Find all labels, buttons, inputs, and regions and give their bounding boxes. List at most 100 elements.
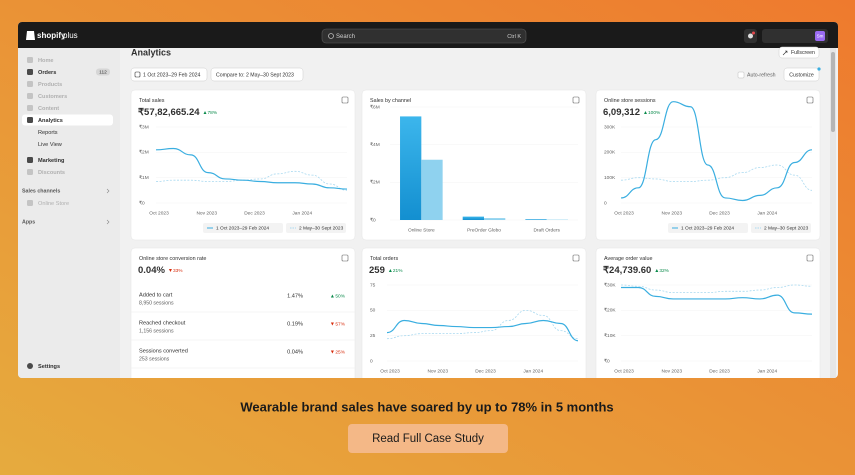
card-icon [341,254,349,262]
legend-label: 1 Oct 2023–29 Feb 2024 [216,226,269,232]
row-sessions: 8,950 sessions [139,300,174,306]
settings-icon [27,363,33,369]
y-tick-label: ₹2M [139,150,149,156]
y-tick-label: ₹3M [139,124,149,130]
trend-icon [168,269,172,272]
card [595,247,821,378]
nav-icon [27,157,33,163]
logo-icon [26,31,35,40]
compare-range: Compare to: 2 May–30 Sept 2023 [216,72,294,78]
search-shortcut: Ctrl K [507,34,521,40]
y-tick-label: ₹2M [370,180,380,186]
x-tick-label: Dec 2023 [709,368,730,374]
card-title: Total orders [370,256,398,262]
nav-icon [27,169,33,175]
nav-icon [27,57,33,63]
customize-dot [817,67,821,71]
card [130,247,356,378]
customize-label: Customize [789,72,814,78]
nav-section: Sales channels [22,188,60,194]
card-value: 259 [369,265,385,276]
x-tick-label: Jan 2024 [757,368,777,374]
card [361,247,587,378]
row-change: 50% [335,293,345,299]
x-tick-label: Oct 2023 [614,210,634,216]
x-tick-label: Jan 2024 [292,210,312,216]
y-tick-label: 100K [604,175,616,181]
card-change: 21% [393,268,403,274]
x-tick-label: Online Store [408,227,435,233]
compare-button[interactable] [210,67,304,82]
card-icon [572,96,580,104]
trend-icon [330,322,334,326]
nav-badge [96,68,110,76]
nav-active [22,114,113,126]
series-line [386,319,579,342]
avatar-initials: Sm [817,34,824,39]
legend-item [203,223,283,233]
headline: Wearable brand sales have soared by up t… [240,399,613,414]
nav-icon [27,69,33,75]
nav-item: Live View [38,142,63,148]
row-rate: 0.04% [287,349,303,355]
series-line [620,284,813,294]
bar [525,219,547,220]
nav-item: Online Store [38,201,69,207]
row-sessions: 253 sessions [139,356,170,362]
row-rate: 0.19% [287,321,303,327]
row-label: Added to cart [139,292,173,298]
row-label: Sessions converted [139,348,188,354]
search-placeholder: Search [336,34,355,40]
date-button[interactable] [130,67,208,82]
y-tick-label: 50 [370,308,376,314]
nav-item: Discounts [38,170,65,176]
y-tick-label: ₹30K [604,282,616,288]
card-change: 32% [659,268,669,274]
legend-item [668,223,748,233]
y-tick-label: ₹0 [370,217,376,223]
card-value: ₹24,739.60 [603,265,651,276]
search-box[interactable] [321,28,527,44]
legend-label: 1 Oct 2023–29 Feb 2024 [681,226,734,232]
series-line [155,147,348,190]
card-change: 78% [208,110,218,116]
trend-icon [203,111,207,114]
nav-icon [27,200,33,206]
nav-icon [27,117,33,123]
expand-icon [782,50,788,56]
cta-button[interactable] [348,424,508,453]
legend-label: 2 May–30 Sept 2023 [299,226,344,232]
scrollbar-thumb[interactable] [831,52,835,132]
x-tick-label: Oct 2023 [149,210,169,216]
nav-settings: Settings [38,364,60,370]
fullscreen-button[interactable] [778,46,820,59]
auto-refresh-checkbox[interactable] [737,71,745,79]
nav-icon [27,93,33,99]
row-label: Reached checkout [139,320,186,326]
chevron [106,188,110,194]
avatar [815,31,825,41]
series-line [620,286,813,315]
x-tick-label: Draft Orders [533,227,560,233]
card-value: 6,09,312 [603,107,640,118]
x-tick-label: Dec 2023 [709,210,730,216]
y-tick-label: 0 [604,200,607,206]
nav-item: Content [38,106,59,112]
row-change: 25% [335,349,345,355]
trend-icon [330,350,334,354]
trend-icon [643,111,647,114]
nav-item: Products [38,82,62,88]
account[interactable] [762,29,828,43]
customize-button[interactable] [783,67,820,82]
bar [484,218,506,220]
nav-item: Marketing [38,158,65,164]
x-tick-label: Jan 2024 [523,368,543,374]
card-icon [806,96,814,104]
y-tick-label: 0 [370,358,373,364]
trend-icon [388,269,392,272]
card-title: Total sales [139,98,165,104]
legend-item [751,223,811,233]
card-value: 0.04% [138,265,165,276]
x-tick-label: Oct 2023 [380,368,400,374]
